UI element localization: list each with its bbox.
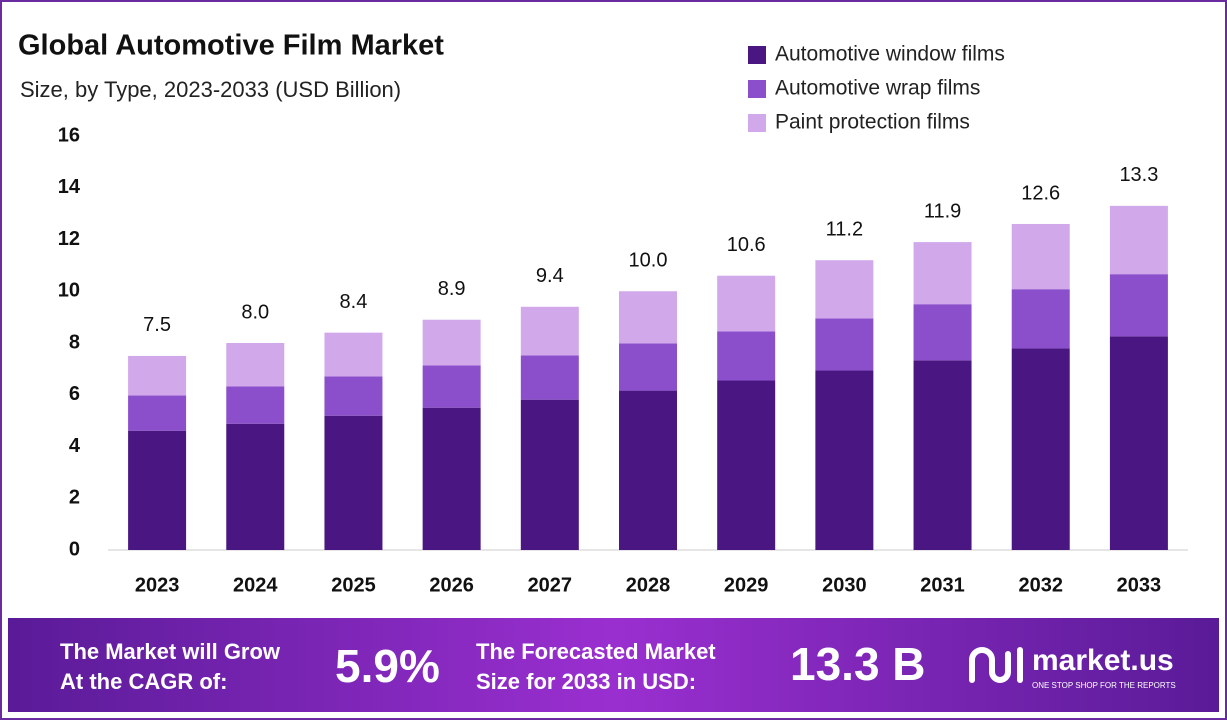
x-tick-label: 2031: [920, 574, 965, 596]
total-label: 9.4: [536, 265, 564, 287]
legend-label: Paint protection films: [775, 111, 970, 134]
brand-logo: [969, 647, 1023, 683]
total-label: 8.9: [438, 278, 466, 300]
x-tick-label: 2024: [233, 574, 278, 596]
y-tick-label: 6: [69, 383, 80, 405]
y-tick-label: 14: [58, 176, 81, 198]
bar-segment: [717, 331, 776, 381]
bar-segment: [1109, 205, 1168, 275]
bar-segment: [422, 319, 481, 366]
y-tick-label: 0: [69, 538, 80, 560]
forecast-value: 13.3 B: [790, 638, 926, 690]
bar-segment: [520, 355, 579, 400]
total-label: 7.5: [143, 314, 171, 336]
legend-label: Automotive window films: [775, 43, 1005, 66]
y-tick-label: 8: [69, 331, 80, 353]
legend-swatch: [748, 46, 766, 64]
x-tick-label: 2027: [528, 574, 573, 596]
y-tick-label: 10: [58, 280, 80, 302]
y-tick-label: 12: [58, 228, 80, 250]
total-label: 11.2: [826, 218, 863, 240]
bar-segment: [619, 343, 677, 391]
total-label: 11.9: [924, 200, 961, 222]
total-label: 13.3: [1119, 164, 1158, 186]
bar-segment: [717, 380, 776, 550]
total-label: 10.6: [727, 234, 766, 256]
chart-subtitle: Size, by Type, 2023-2033 (USD Billion): [20, 77, 401, 102]
bar-segment: [128, 430, 187, 550]
bar-segment: [520, 306, 579, 356]
bar-segment: [226, 423, 285, 550]
bar-segment: [520, 399, 579, 550]
bar-segment: [619, 291, 677, 344]
bar-segment: [226, 386, 285, 424]
y-tick-label: 2: [69, 487, 80, 509]
bar-segment: [324, 332, 383, 377]
x-tick-label: 2023: [135, 574, 180, 596]
chart-title: Global Automotive Film Market: [18, 30, 444, 62]
bar-segment: [1109, 336, 1168, 550]
x-tick-label: 2025: [331, 574, 376, 596]
cagr-label: The Market will Grow: [60, 639, 281, 664]
x-tick-label: 2026: [429, 574, 474, 596]
x-tick-label: 2030: [822, 574, 867, 596]
total-label: 12.6: [1021, 182, 1060, 204]
bar-segment: [913, 304, 972, 361]
bar-segment: [913, 242, 972, 305]
cagr-label: At the CAGR of:: [60, 669, 227, 694]
bar-segment: [1011, 223, 1070, 290]
cagr-value: 5.9%: [335, 640, 440, 692]
forecast-label: The Forecasted Market: [476, 639, 716, 664]
brand-tagline: ONE STOP SHOP FOR THE REPORTS: [1032, 681, 1176, 690]
bar-segment: [619, 390, 677, 550]
bar-segment: [1011, 348, 1070, 550]
bar-segment: [226, 343, 285, 387]
brand-name: market.us: [1032, 644, 1174, 677]
bar-segment: [1109, 274, 1168, 337]
y-tick-label: 4: [69, 435, 81, 457]
bar-segment: [913, 360, 972, 550]
x-tick-label: 2032: [1018, 574, 1063, 596]
total-label: 10.0: [629, 250, 668, 272]
legend-swatch: [748, 114, 766, 132]
bar-segment: [422, 407, 481, 550]
total-label: 8.4: [340, 291, 368, 313]
total-label: 8.0: [241, 301, 269, 323]
bar-segment: [1011, 289, 1070, 349]
legend-swatch: [748, 80, 766, 98]
bar-segment: [422, 365, 481, 408]
bar-segment: [815, 260, 874, 319]
bar-segment: [815, 318, 874, 371]
bar-segment: [324, 415, 383, 550]
y-tick-label: 16: [58, 124, 80, 146]
bar-segment: [324, 376, 383, 416]
bar-segment: [815, 370, 874, 550]
bar-segment: [717, 275, 776, 332]
legend-label: Automotive wrap films: [775, 77, 980, 100]
forecast-label: Size for 2033 in USD:: [476, 669, 696, 694]
bar-segment: [128, 355, 187, 396]
x-tick-label: 2028: [626, 574, 671, 596]
bar-segment: [128, 395, 187, 431]
x-tick-label: 2033: [1117, 574, 1162, 596]
x-tick-label: 2029: [724, 574, 769, 596]
